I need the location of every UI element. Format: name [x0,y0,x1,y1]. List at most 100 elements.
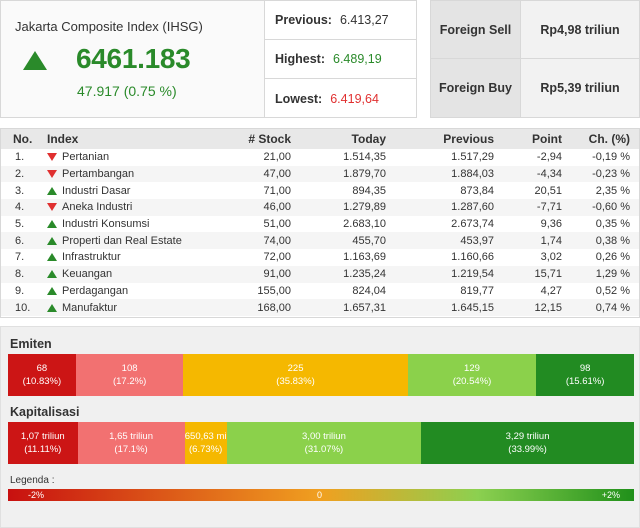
trend-down-icon [47,170,57,179]
kapitalisasi-segment: 3,00 triliun (31.07%) [226,422,422,464]
segment-value: 650,63 mi [184,431,227,442]
row-previous: 819,77 [460,284,494,297]
trend-up-icon [47,253,57,262]
segment-percent: (17.1%) [114,444,148,455]
row-change: 0,35 % [595,218,630,231]
table-row: 4. Aneka Industri 46,00 1.279,89 1.287,60 -7,… [1,199,639,216]
row-stock: 168,00 [257,301,291,314]
segment-value: 68 [36,363,48,374]
stat-previous: Previous: 6.413,27 [265,1,416,40]
row-index-name: Perdagangan [62,284,129,297]
row-point: -4,34 [536,168,562,181]
foreign-buy-row: Foreign Buy Rp5,39 triliun [431,59,639,117]
index-stats-panel: Previous: 6.413,27 Highest: 6.489,19 Low… [265,0,417,118]
foreign-buy-label: Foreign Buy [431,59,521,117]
stat-label: Lowest: [275,91,323,106]
row-stock: 74,00 [263,234,291,247]
row-index: Pertambangan [41,168,201,180]
row-change: -0,60 % [592,201,630,214]
distribution-panel: Emiten 68 (10.83%) 108 (17.2%) 225 (35.83%) 12… [0,326,640,528]
stat-value: 6.489,19 [333,52,382,66]
row-index: Perdagangan [41,285,201,297]
kapitalisasi-segment: 3,29 triliun (33.99%) [421,422,634,464]
table-row: 7. Infrastruktur 72,00 1.163,69 1.160,66 3,02… [1,249,639,266]
row-change: 0,38 % [595,234,630,247]
row-point: 9,36 [540,218,562,231]
row-stock: 51,00 [263,218,291,231]
row-today: 2.683,10 [343,218,386,231]
foreign-flow-panel: Foreign Sell Rp4,98 triliun Foreign Buy … [430,0,640,118]
stat-label: Previous: [275,13,332,27]
legend-min-label: -2% [28,490,45,500]
row-point: 4,27 [540,284,562,297]
segment-percent: (31.07%) [304,444,344,455]
row-no: 3. [15,184,25,197]
row-index: Industri Konsumsi [41,218,201,230]
segment-value: 129 [464,363,480,374]
trend-down-icon [47,203,57,212]
trend-up-icon [47,186,57,195]
segment-percent: (15.61%) [565,376,605,387]
table-row: 2. Pertambangan 47,00 1.879,70 1.884,03 -4,34… [1,165,639,183]
row-change: 0,52 % [595,284,630,297]
foreign-buy-value: Rp5,39 triliun [521,59,639,117]
foreign-sell-row: Foreign Sell Rp4,98 triliun [431,1,639,59]
row-previous: 1.884,03 [451,168,494,181]
row-point: 1,74 [540,234,562,247]
row-previous: 1.219,54 [451,268,494,281]
row-index-name: Properti dan Real Estate [62,234,182,247]
trend-up-icon [47,286,57,295]
segment-value: 3,00 triliun [302,431,346,442]
row-no: 1. [15,151,25,164]
row-index-name: Pertambangan [62,168,135,181]
table-row: 8. Keuangan 91,00 1.235,24 1.219,54 15,71 1,29… [1,265,639,283]
table-row: 5. Industri Konsumsi 51,00 2.683,10 2.673,74… [1,216,639,233]
index-change: 47.917 (0.75 %) [77,83,177,99]
row-point: 20,51 [534,184,562,197]
col-header-index: Index [47,132,79,146]
segment-value: 1,07 triliun [20,431,65,442]
segment-percent: (11.11%) [24,444,62,455]
row-stock: 155,00 [257,284,291,297]
index-summary-panel: Jakarta Composite Index (IHSG) 6461.183 … [0,0,265,118]
table-row: 10. Manufaktur 168,00 1.657,31 1.645,15 12,15… [1,299,639,316]
row-no: 4. [15,201,25,214]
row-change: -0,19 % [592,151,630,164]
row-previous: 2.673,74 [451,218,494,231]
row-index-name: Industri Dasar [62,184,131,197]
segment-percent: (33.99%) [508,444,547,455]
row-previous: 1.287,60 [451,201,494,214]
segment-percent: (20.54%) [452,376,492,387]
table-row: 6. Properti dan Real Estate 74,00 455,70 453… [1,232,639,250]
legend-gradient-bar: -2% 0 +2% [8,489,634,501]
row-today: 1.514,35 [343,151,386,164]
row-stock: 47,00 [263,168,291,181]
col-header-previous: Previous [443,132,494,146]
row-stock: 21,00 [263,151,291,164]
row-index: Pertanian [41,151,201,163]
row-change: 0,26 % [595,251,630,264]
row-no: 7. [15,251,25,264]
row-previous: 453,97 [460,234,494,247]
emiten-title: Emiten [10,337,52,351]
row-index-name: Industri Konsumsi [62,218,150,231]
table-header-row: No. Index # Stock Today Previous Point C… [1,129,639,149]
trend-down-icon [47,153,57,162]
trend-up-icon [47,236,57,245]
kapitalisasi-bar: 1,07 triliun (11.11%) 1,65 triliun (17.1%) 6… [8,422,634,464]
emiten-segment: 129 (20.54%) [407,354,537,396]
trend-up-icon [23,51,47,70]
row-no: 5. [15,218,25,231]
row-point: 3,02 [540,251,562,264]
table-row: 9. Perdagangan 155,00 824,04 819,77 4,27 0,52 … [1,283,639,300]
row-stock: 71,00 [263,184,291,197]
row-no: 9. [15,284,25,297]
row-no: 8. [15,268,25,281]
col-header-change: Ch. (%) [588,132,630,146]
sector-index-table: No. Index # Stock Today Previous Point C… [0,128,640,318]
kapitalisasi-segment: 1,65 triliun (17.1%) [77,422,185,464]
segment-percent: (35.83%) [276,376,315,387]
col-header-no: No. [13,132,33,146]
segment-percent: (10.83%) [22,376,62,387]
stat-value: 6.419,64 [330,91,379,106]
